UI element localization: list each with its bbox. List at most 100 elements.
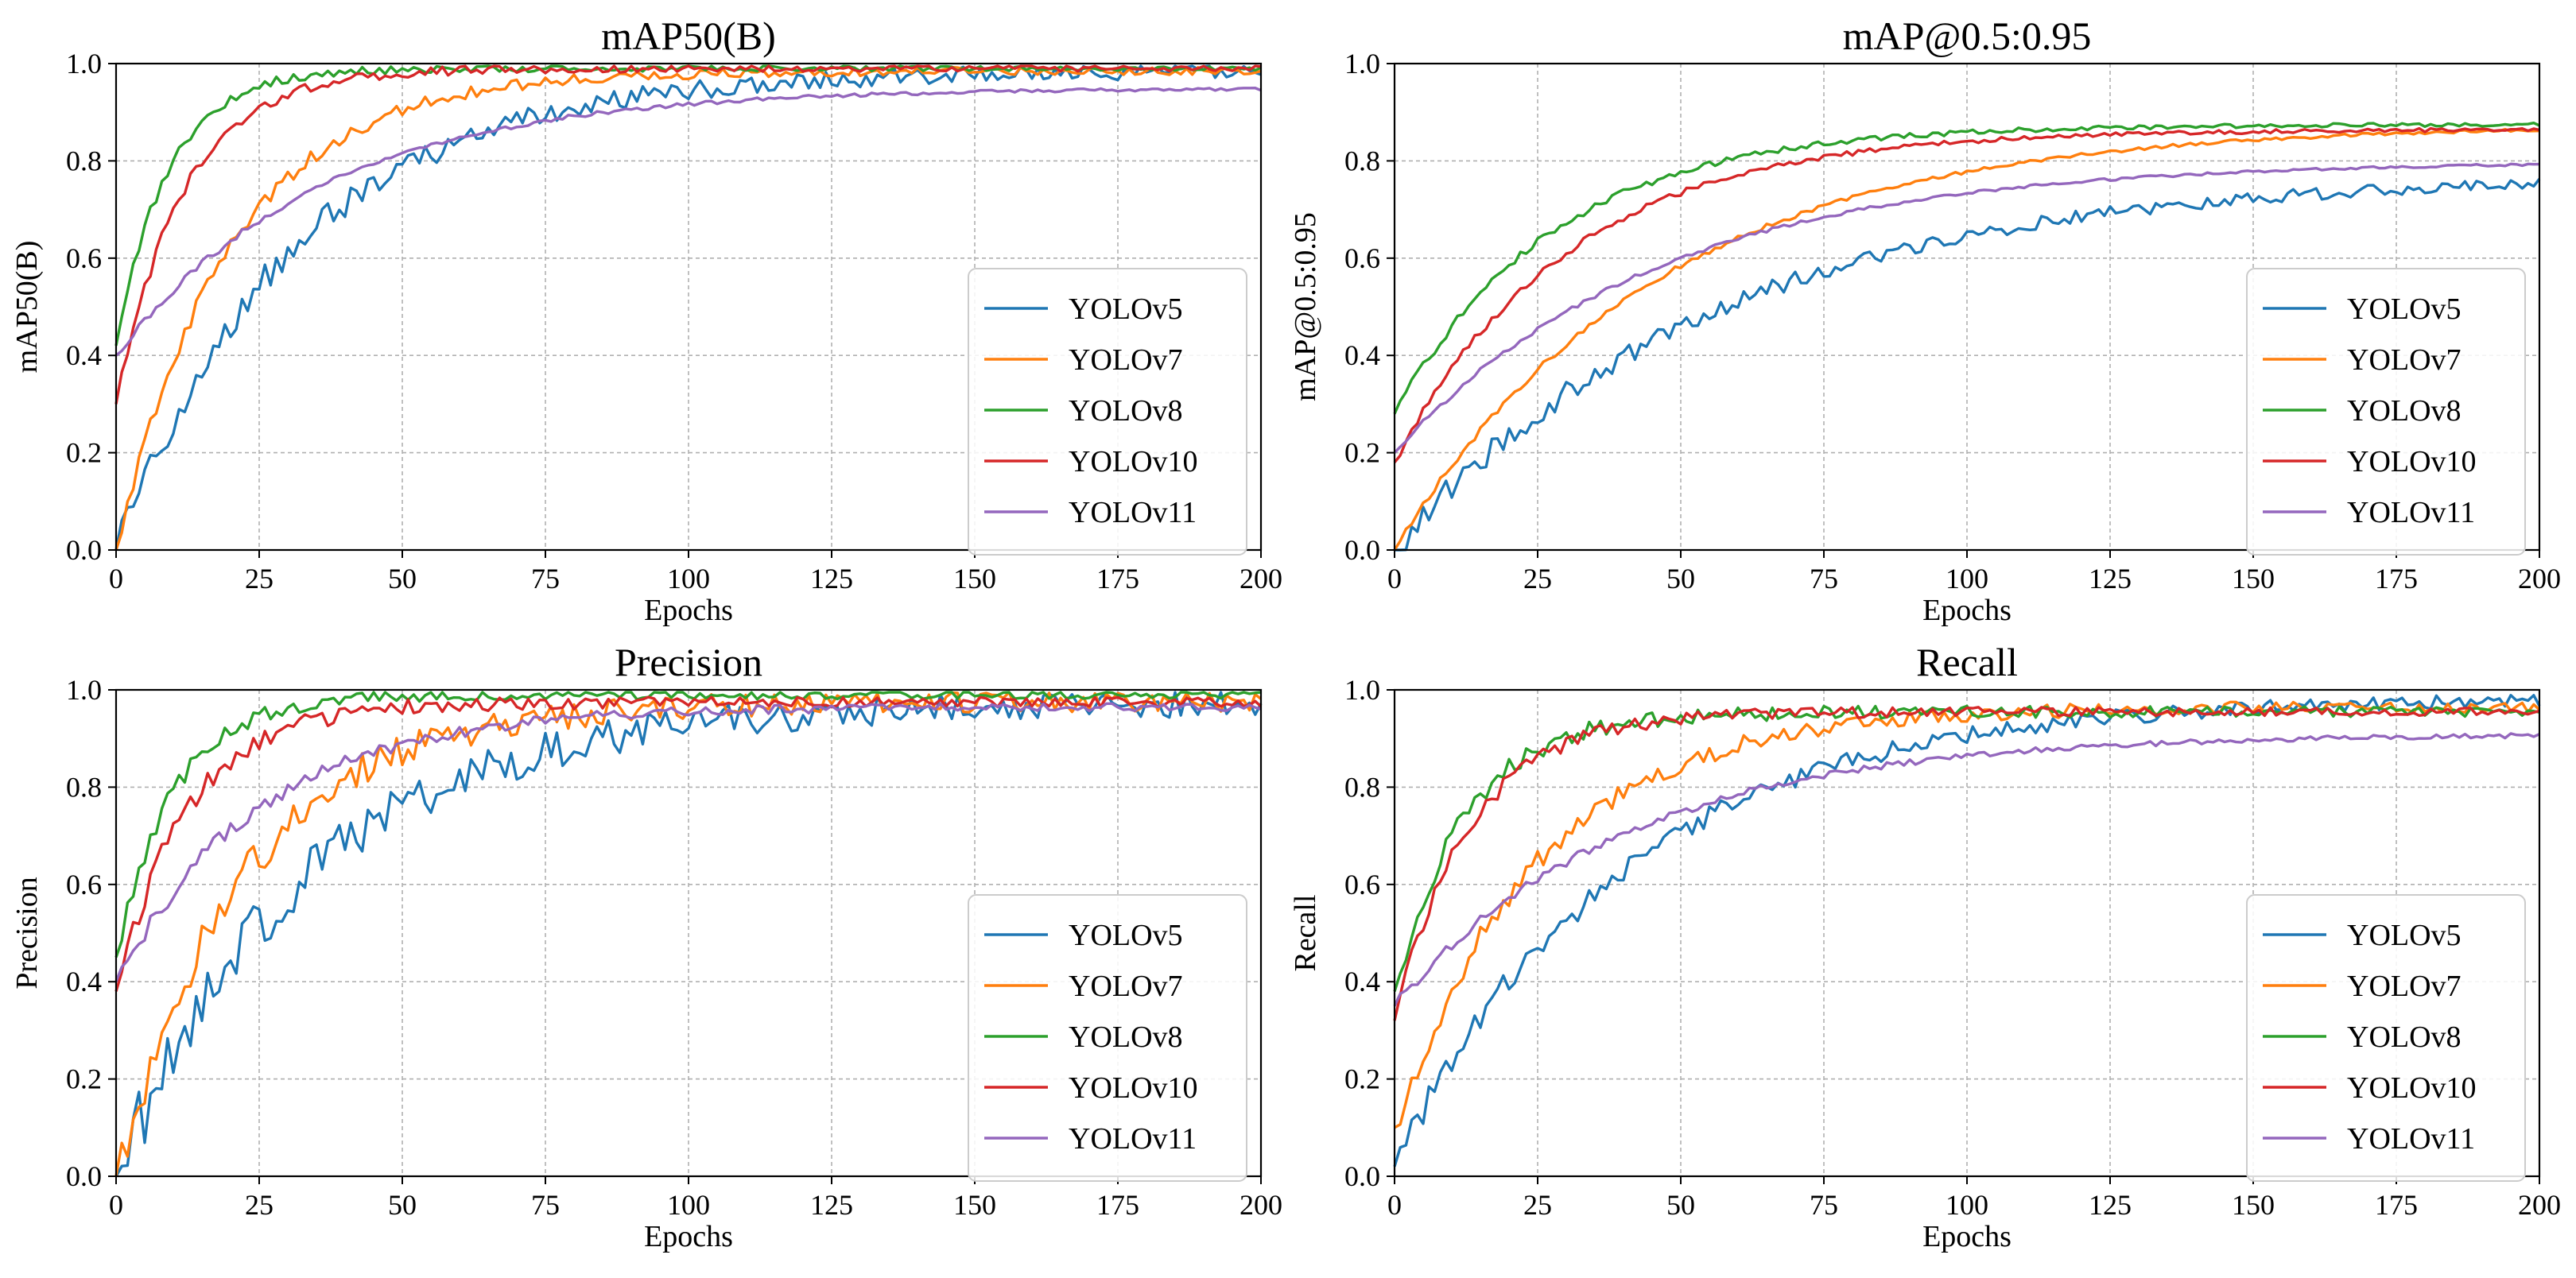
- legend-item-yolov5: YOLOv5: [984, 292, 1183, 326]
- legend-label: YOLOv11: [2347, 496, 2475, 529]
- y-tick-label: 0.0: [66, 534, 102, 566]
- legend-label: YOLOv5: [1069, 919, 1183, 952]
- y-tick-label: 0.2: [1344, 437, 1380, 469]
- chart-panel-map-0-5-0-95: mAP@0.5:0.95 0 25 50 75 100 125 150 175 200 0.0 0.2…: [1289, 14, 2561, 627]
- y-tick-label: 0.2: [66, 1063, 102, 1095]
- y-tick-label: 0.4: [66, 966, 102, 997]
- x-tick-label: 25: [1523, 1189, 1552, 1221]
- x-tick-label: 125: [810, 1189, 853, 1221]
- legend-label: YOLOv5: [2347, 292, 2462, 326]
- y-tick-label: 0.0: [1344, 534, 1380, 566]
- x-tick-label: 100: [667, 1189, 710, 1221]
- x-tick-label: 25: [245, 563, 274, 594]
- series-line-yolov7: [1394, 700, 2541, 1129]
- y-tick-label: 0.6: [66, 869, 102, 900]
- legend: YOLOv5 YOLOv7 YOLOv8 YOLOv10 YOLOv11: [2246, 894, 2526, 1182]
- legend-item-yolov8: YOLOv8: [984, 1020, 1183, 1054]
- x-tick-label: 0: [109, 1189, 123, 1221]
- y-tick-label: 0.4: [66, 339, 102, 371]
- x-tick-label: 50: [1666, 563, 1695, 594]
- x-tick-label: 200: [1240, 1189, 1282, 1221]
- legend-item-yolov10: YOLOv10: [984, 1071, 1198, 1105]
- legend-item-yolov5: YOLOv5: [2263, 292, 2462, 326]
- x-tick-label: 100: [1946, 563, 1988, 594]
- x-tick-label: 75: [1810, 563, 1838, 594]
- series-line-yolov11: [114, 87, 1262, 357]
- x-tick-label: 75: [1810, 1189, 1838, 1221]
- x-axis-label: Epochs: [1922, 594, 2012, 627]
- y-axis-label: mAP@0.5:0.95: [1289, 212, 1322, 401]
- legend-label: YOLOv11: [1069, 496, 1197, 529]
- legend-label: YOLOv7: [2347, 343, 2462, 377]
- legend-box: [2246, 894, 2526, 1182]
- y-tick-label: 1.0: [66, 674, 102, 706]
- legend-label: YOLOv8: [2347, 394, 2462, 428]
- legend-item-yolov7: YOLOv7: [2263, 343, 2462, 377]
- y-tick-label: 0.8: [1344, 145, 1380, 176]
- x-tick-label: 150: [2232, 1189, 2275, 1221]
- x-tick-label: 200: [2518, 1189, 2561, 1221]
- y-tick-label: 0.6: [1344, 242, 1380, 274]
- legend-label: YOLOv5: [1069, 292, 1183, 326]
- chart-panel-map50-b: mAP50(B) 0 25 50 75 100 125 150 175 200 0.0 0.2 0.4 0…: [10, 14, 1282, 627]
- series-line-yolov11: [1393, 732, 2540, 1007]
- legend-item-yolov10: YOLOv10: [984, 445, 1198, 478]
- legend-item-yolov5: YOLOv5: [2263, 919, 2462, 952]
- legend: YOLOv5 YOLOv7 YOLOv8 YOLOv10 YOLOv11: [2246, 268, 2526, 556]
- y-tick-label: 0.2: [66, 437, 102, 469]
- chart-title: mAP@0.5:0.95: [1843, 14, 2092, 58]
- y-tick-label: 0.8: [66, 145, 102, 176]
- legend-label: YOLOv7: [1069, 343, 1183, 377]
- x-tick-label: 75: [531, 563, 560, 594]
- legend-item-yolov11: YOLOv11: [984, 496, 1197, 529]
- legend-box: [968, 894, 1247, 1182]
- series-line-yolov10: [114, 695, 1263, 992]
- legend-item-yolov11: YOLOv11: [2263, 1122, 2475, 1156]
- x-tick-label: 175: [2375, 1189, 2418, 1221]
- x-tick-label: 175: [2375, 563, 2418, 594]
- y-axis-label: Precision: [10, 877, 44, 989]
- legend-item-yolov8: YOLOv8: [2263, 1020, 2462, 1054]
- y-tick-label: 1.0: [66, 48, 102, 79]
- y-tick-label: 0.0: [66, 1160, 102, 1192]
- y-tick-label: 0.4: [1344, 966, 1380, 997]
- y-tick-label: 0.8: [66, 771, 102, 803]
- x-tick-label: 75: [531, 1189, 560, 1221]
- y-tick-label: 0.0: [1344, 1160, 1380, 1192]
- legend-item-yolov10: YOLOv10: [2263, 1071, 2477, 1105]
- y-axis-label: Recall: [1289, 894, 1322, 971]
- legend-item-yolov11: YOLOv11: [2263, 496, 2475, 529]
- x-tick-label: 150: [2232, 563, 2275, 594]
- x-tick-label: 125: [810, 563, 853, 594]
- chart-panel-recall: Recall 0 25 50 75 100 125 150 175 200 0.0 0.2 0.4 0.6…: [1289, 640, 2561, 1253]
- legend-item-yolov7: YOLOv7: [984, 970, 1183, 1003]
- x-tick-label: 50: [1666, 1189, 1695, 1221]
- series-line-yolov7: [1393, 127, 2540, 551]
- series-line-yolov8: [1393, 122, 2540, 415]
- x-tick-label: 50: [388, 1189, 417, 1221]
- y-tick-label: 0.6: [1344, 869, 1380, 900]
- x-axis-label: Epochs: [644, 594, 733, 627]
- series-line-yolov7: [114, 691, 1263, 1177]
- series-line-yolov5: [114, 64, 1262, 551]
- y-tick-label: 1.0: [1344, 674, 1380, 706]
- x-tick-label: 100: [1946, 1189, 1988, 1221]
- legend-label: YOLOv7: [1069, 970, 1183, 1003]
- x-tick-label: 25: [1523, 563, 1552, 594]
- x-tick-label: 25: [245, 1189, 274, 1221]
- legend-label: YOLOv11: [2347, 1122, 2475, 1156]
- legend-item-yolov7: YOLOv7: [984, 343, 1183, 377]
- x-axis-label: Epochs: [644, 1220, 733, 1253]
- legend-label: YOLOv11: [1069, 1122, 1197, 1156]
- legend-item-yolov11: YOLOv11: [984, 1122, 1197, 1156]
- legend-item-yolov7: YOLOv7: [2263, 970, 2462, 1003]
- x-tick-label: 0: [1387, 563, 1402, 594]
- legend-label: YOLOv10: [2347, 445, 2477, 478]
- series-line-yolov10: [1393, 126, 2540, 463]
- legend-label: YOLOv10: [1069, 445, 1198, 478]
- x-tick-label: 125: [2089, 563, 2132, 594]
- y-tick-label: 0.4: [1344, 339, 1380, 371]
- chart-title: mAP50(B): [601, 14, 775, 58]
- y-tick-label: 1.0: [1344, 48, 1380, 79]
- series-line-yolov11: [1393, 162, 2540, 454]
